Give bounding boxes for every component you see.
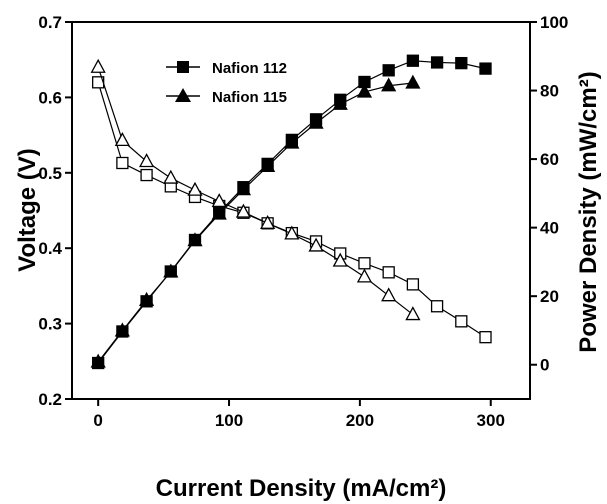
axis-ticks: 0 100 200 300 0.2 0.3 0.4 0.5 0.6 0.7 0 20 40 60 80 100 (38, 13, 568, 430)
nafion-115-power-point (163, 263, 179, 278)
nafion-112-power-point (430, 56, 444, 69)
y-left-tick-label: 0.2 (38, 390, 62, 409)
nafion-115-voltage-point (163, 169, 179, 184)
y-left-tick-label: 0.6 (38, 88, 62, 107)
nafion-115-power-point (356, 83, 373, 98)
nafion-112-power-point (382, 64, 395, 77)
nafion-115-power-point (187, 232, 203, 247)
x-tick-label: 300 (477, 411, 505, 430)
nafion-115-power-point (260, 157, 276, 172)
nafion-112-power-point (479, 62, 492, 75)
nafion-115-voltage-point (235, 203, 252, 218)
nafion-112-voltage-point (430, 300, 444, 313)
y-axis-right-title: Power Density (mW/cm²) (575, 71, 602, 352)
nafion-115-voltage-point (284, 225, 300, 240)
nafion-112-voltage-line (97, 82, 486, 338)
x-tick-label: 100 (215, 411, 243, 430)
y-right-tick-label: 0 (540, 356, 549, 375)
legend-marker-triangle (175, 88, 191, 102)
nafion-112-voltage-point (479, 331, 492, 344)
nafion-115-power-point (332, 95, 348, 110)
x-axis-title: Current Density (mA/cm²) (156, 475, 447, 502)
nafion-112-voltage-point (455, 315, 468, 328)
y-right-tick-label: 80 (540, 82, 559, 101)
nafion-115-voltage-point (187, 181, 203, 196)
nafion-115-voltage-point (332, 252, 348, 267)
y-left-tick-label: 0.7 (38, 13, 62, 32)
nafion-115-power-point (405, 74, 421, 89)
nafion-115-power-point (381, 77, 397, 92)
nafion-112-voltage-point (358, 257, 371, 270)
nafion-115-power-point (235, 181, 252, 196)
legend-label-1: Nafion 112 (212, 60, 287, 77)
y-left-tick-label: 0.5 (38, 164, 62, 183)
y-right-tick-label: 20 (540, 287, 559, 306)
nafion-115-voltage-point (356, 268, 373, 283)
nafion-112-voltage-point (406, 278, 420, 291)
nafion-115-power-point (211, 205, 227, 220)
nafion-115-power-point (90, 353, 106, 368)
nafion-112-voltage-point (116, 156, 129, 170)
nafion-112-power-point (455, 56, 468, 70)
y-left-tick-label: 0.3 (38, 315, 62, 334)
nafion-112-power-line (97, 60, 486, 364)
nafion-115-power-point (308, 114, 324, 129)
x-tick-label: 0 (93, 411, 102, 430)
y-left-tick-label: 0.4 (38, 239, 62, 258)
nafion-115-voltage-point (308, 237, 324, 252)
nafion-115-power-point (114, 322, 130, 337)
y-right-tick-label: 60 (540, 150, 559, 169)
y-right-tick-label: 40 (540, 219, 559, 238)
nafion-112-power-point (406, 54, 420, 67)
nafion-112-voltage-point (382, 266, 395, 279)
nafion-115-voltage-point (138, 153, 155, 168)
nafion-115-voltage-point (114, 132, 130, 147)
nafion-115-power-point (138, 291, 155, 306)
y-right-tick-label: 100 (540, 13, 568, 32)
legend-label-2: Nafion 115 (212, 89, 287, 106)
y-axis-left-title: Voltage (V) (14, 148, 41, 272)
nafion-115-power-point (284, 134, 300, 149)
nafion-115-voltage-point (381, 287, 397, 302)
x-tick-label: 200 (346, 411, 374, 430)
nafion-115-voltage-point (260, 214, 276, 229)
nafion-112-voltage-point (140, 168, 153, 182)
nafion-115-voltage-point (405, 306, 421, 321)
nafion-115-power-line (97, 82, 413, 363)
nafion-115-voltage-point (90, 58, 106, 73)
legend-marker-square (177, 61, 189, 73)
data-series (90, 54, 492, 370)
plot-frame (71, 21, 531, 400)
legend: Nafion 112 Nafion 115 (166, 60, 287, 106)
